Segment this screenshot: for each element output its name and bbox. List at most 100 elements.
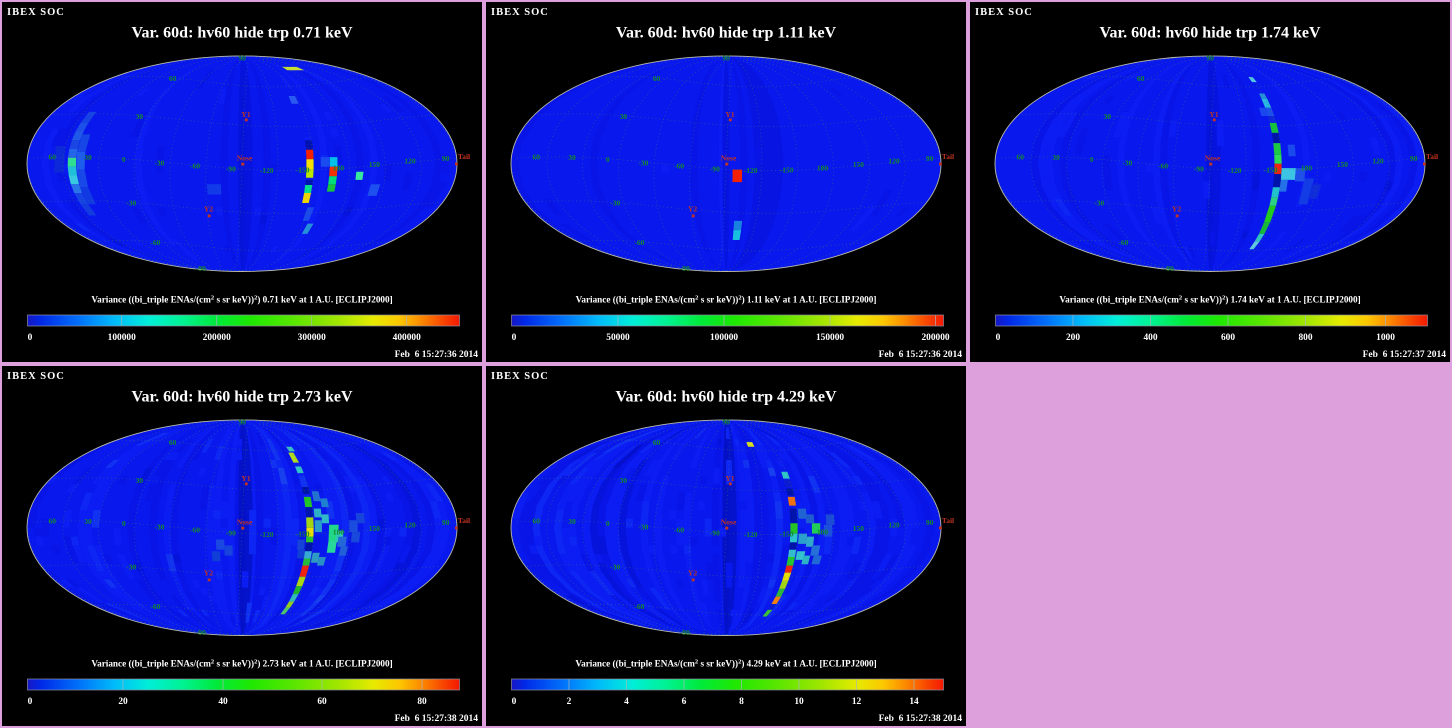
svg-text:90: 90 xyxy=(926,518,934,527)
svg-text:-120: -120 xyxy=(260,530,274,539)
svg-text:Var. 60d: hv60 hide trp 4.29 k: Var. 60d: hv60 hide trp 4.29 keV xyxy=(615,389,837,406)
svg-text:Feb 6 15:27:36 2014: Feb 6 15:27:36 2014 xyxy=(395,350,479,360)
svg-text:150: 150 xyxy=(853,160,865,169)
svg-text:8: 8 xyxy=(739,697,744,707)
svg-text:120: 120 xyxy=(888,521,900,530)
svg-text:-30: -30 xyxy=(154,158,164,167)
svg-text:Nose: Nose xyxy=(721,517,737,526)
svg-text:30: 30 xyxy=(568,153,576,162)
svg-text:IBEX SOC: IBEX SOC xyxy=(491,371,549,382)
svg-text:-30: -30 xyxy=(126,199,136,208)
svg-text:-90: -90 xyxy=(680,264,690,273)
svg-text:120: 120 xyxy=(1372,157,1384,166)
svg-text:150: 150 xyxy=(369,524,381,533)
svg-text:90: 90 xyxy=(239,418,247,427)
svg-text:600: 600 xyxy=(1221,333,1235,343)
svg-text:60: 60 xyxy=(317,697,327,707)
svg-text:Tail: Tail xyxy=(458,152,470,161)
svg-text:Variance ((bi_triple ENAs/(cm2: Variance ((bi_triple ENAs/(cm2 s sr keV)… xyxy=(575,659,876,669)
svg-text:0: 0 xyxy=(28,333,33,343)
svg-text:Nose: Nose xyxy=(721,153,737,162)
svg-text:30: 30 xyxy=(1052,153,1060,162)
svg-text:60: 60 xyxy=(48,517,56,526)
svg-text:150: 150 xyxy=(369,160,381,169)
svg-text:-90: -90 xyxy=(196,628,206,637)
svg-text:100000: 100000 xyxy=(108,333,136,343)
svg-text:150: 150 xyxy=(1337,160,1349,169)
svg-text:200000: 200000 xyxy=(203,333,231,343)
svg-text:60: 60 xyxy=(1137,74,1145,83)
svg-text:-30: -30 xyxy=(154,522,164,531)
svg-text:-30: -30 xyxy=(610,199,620,208)
svg-text:120: 120 xyxy=(404,157,416,166)
svg-text:-60: -60 xyxy=(150,602,160,611)
svg-text:Nose: Nose xyxy=(1205,153,1221,162)
svg-text:-60: -60 xyxy=(1118,238,1128,247)
svg-text:-150: -150 xyxy=(296,530,310,539)
svg-text:300000: 300000 xyxy=(298,333,326,343)
svg-text:Tail: Tail xyxy=(1426,152,1438,161)
svg-text:30: 30 xyxy=(136,112,144,121)
svg-text:Variance ((bi_triple ENAs/(cm2: Variance ((bi_triple ENAs/(cm2 s sr keV)… xyxy=(576,295,877,305)
svg-text:Nose: Nose xyxy=(237,517,253,526)
svg-text:14: 14 xyxy=(909,697,919,707)
svg-text:0: 0 xyxy=(996,333,1001,343)
svg-text:200: 200 xyxy=(1066,333,1080,343)
svg-text:60: 60 xyxy=(48,153,56,162)
svg-text:60: 60 xyxy=(169,74,177,83)
svg-text:90: 90 xyxy=(1410,154,1418,163)
svg-text:-90: -90 xyxy=(710,165,720,174)
svg-text:-150: -150 xyxy=(1264,166,1278,175)
svg-text:0: 0 xyxy=(28,697,33,707)
svg-text:180: 180 xyxy=(817,527,829,536)
svg-text:180: 180 xyxy=(817,163,829,172)
svg-text:0: 0 xyxy=(606,519,610,528)
svg-text:IBEX SOC: IBEX SOC xyxy=(7,371,65,382)
svg-text:-60: -60 xyxy=(190,162,200,171)
svg-text:150000: 150000 xyxy=(816,333,844,343)
svg-text:60: 60 xyxy=(169,438,177,447)
svg-text:Y2: Y2 xyxy=(688,569,697,578)
svg-text:IBEX SOC: IBEX SOC xyxy=(975,7,1033,18)
svg-text:0: 0 xyxy=(122,519,126,528)
svg-text:Y2: Y2 xyxy=(204,205,213,214)
svg-text:-30: -30 xyxy=(638,158,648,167)
svg-text:Var. 60d: hv60 hide trp 2.73 k: Var. 60d: hv60 hide trp 2.73 keV xyxy=(131,389,353,406)
svg-text:-90: -90 xyxy=(1194,165,1204,174)
svg-text:80: 80 xyxy=(417,697,427,707)
svg-text:10: 10 xyxy=(794,697,804,707)
svg-text:Feb 6 15:27:38 2014: Feb 6 15:27:38 2014 xyxy=(395,714,479,724)
svg-text:180: 180 xyxy=(333,163,345,172)
svg-text:120: 120 xyxy=(888,157,900,166)
svg-text:200000: 200000 xyxy=(921,333,949,343)
svg-text:12: 12 xyxy=(852,697,862,707)
svg-text:Y1: Y1 xyxy=(241,110,250,119)
svg-text:-60: -60 xyxy=(674,526,684,535)
svg-text:2: 2 xyxy=(567,697,572,707)
svg-text:Tail: Tail xyxy=(458,516,470,525)
svg-text:90: 90 xyxy=(239,54,247,63)
svg-text:Variance ((bi_triple ENAs/(cm2: Variance ((bi_triple ENAs/(cm2 s sr keV)… xyxy=(1059,295,1360,305)
svg-text:0: 0 xyxy=(1090,155,1094,164)
svg-text:Variance ((bi_triple ENAs/(cm2: Variance ((bi_triple ENAs/(cm2 s sr keV)… xyxy=(91,659,392,669)
svg-text:Tail: Tail xyxy=(942,152,954,161)
svg-text:Feb 6 15:27:36 2014: Feb 6 15:27:36 2014 xyxy=(879,350,963,360)
svg-text:Nose: Nose xyxy=(237,153,253,162)
svg-text:150: 150 xyxy=(853,524,865,533)
svg-text:6: 6 xyxy=(682,697,687,707)
svg-text:180: 180 xyxy=(1301,163,1313,172)
svg-text:20: 20 xyxy=(118,697,128,707)
svg-text:Var. 60d: hv60 hide trp 1.11 k: Var. 60d: hv60 hide trp 1.11 keV xyxy=(616,25,837,42)
svg-text:90: 90 xyxy=(926,154,934,163)
svg-text:-60: -60 xyxy=(674,162,684,171)
svg-text:IBEX SOC: IBEX SOC xyxy=(7,7,65,18)
svg-text:-90: -90 xyxy=(710,529,720,538)
svg-text:-60: -60 xyxy=(634,602,644,611)
svg-text:-90: -90 xyxy=(680,628,690,637)
svg-text:90: 90 xyxy=(442,154,450,163)
svg-text:-120: -120 xyxy=(260,166,274,175)
svg-text:100000: 100000 xyxy=(710,333,738,343)
svg-text:Variance ((bi_triple ENAs/(cm2: Variance ((bi_triple ENAs/(cm2 s sr keV)… xyxy=(91,295,392,305)
svg-text:Y1: Y1 xyxy=(1209,110,1218,119)
svg-text:30: 30 xyxy=(568,517,576,526)
